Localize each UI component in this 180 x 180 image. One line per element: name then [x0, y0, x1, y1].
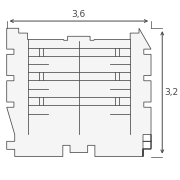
Polygon shape: [7, 28, 151, 157]
Text: 3,2: 3,2: [165, 88, 179, 97]
Text: 3,6: 3,6: [72, 10, 86, 19]
